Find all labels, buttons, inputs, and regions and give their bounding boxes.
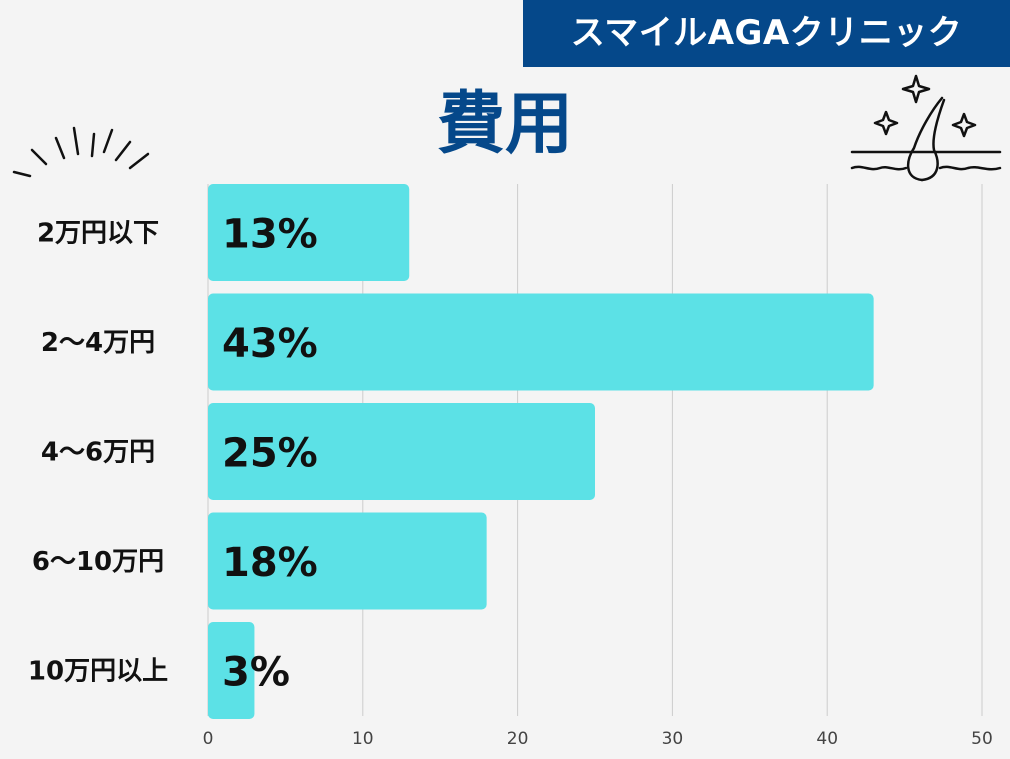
x-tick-label: 40 <box>816 729 838 749</box>
bar <box>208 293 874 391</box>
bar <box>208 622 255 719</box>
x-tick-label: 50 <box>971 729 993 749</box>
x-tick-label: 30 <box>662 729 684 749</box>
category-label: 4〜6万円 <box>41 438 155 468</box>
x-tick-label: 10 <box>352 729 374 749</box>
data-label: 3% <box>222 650 290 696</box>
chart-title: 費用 <box>436 85 573 164</box>
burst-lines-icon <box>12 126 150 178</box>
category-label: 6〜10万円 <box>32 547 164 577</box>
clinic-name-banner: スマイルAGAクリニック <box>523 0 1010 67</box>
bar <box>208 512 487 610</box>
data-label: 13% <box>222 212 318 258</box>
data-label: 25% <box>222 431 318 477</box>
x-tick-label: 20 <box>507 729 529 749</box>
category-label: 10万円以上 <box>28 657 168 687</box>
data-label: 18% <box>222 540 318 586</box>
category-label: 2〜4万円 <box>41 328 155 358</box>
sparkle-hair-icon <box>850 74 1002 182</box>
data-label: 43% <box>222 321 318 367</box>
bar <box>208 403 595 500</box>
bar <box>208 184 410 281</box>
x-tick-label: 0 <box>203 729 214 749</box>
category-label: 2万円以下 <box>37 219 159 249</box>
